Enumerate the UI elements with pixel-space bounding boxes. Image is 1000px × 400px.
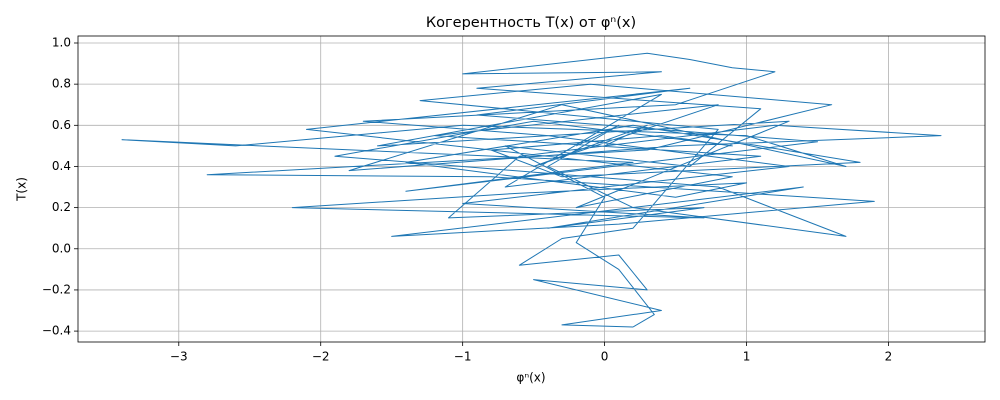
x-tick-label: 1 [743, 350, 751, 364]
x-tick-label: 0 [601, 350, 609, 364]
y-tick-label: 0.6 [52, 118, 71, 132]
x-tick-label: −1 [454, 350, 472, 364]
x-axis-label: φⁿ(x) [516, 371, 545, 385]
y-tick-label: 0.2 [52, 200, 71, 214]
y-tick-label: 1.0 [52, 35, 71, 49]
y-axis-label: T(x) [15, 177, 29, 202]
x-tick-label: 2 [885, 350, 893, 364]
x-tick-label: −2 [312, 350, 330, 364]
data-line [121, 52, 942, 328]
x-tick-label: −3 [170, 350, 188, 364]
y-tick-label: −0.2 [42, 282, 71, 296]
y-tick-label: −0.4 [42, 324, 71, 338]
chart-title: Когерентность T(x) от φⁿ(x) [426, 15, 636, 31]
axes-frame [77, 35, 986, 343]
y-tick-label: 0.4 [52, 159, 71, 173]
y-tick-label: 0.0 [52, 241, 71, 255]
y-tick-label: 0.8 [52, 77, 71, 91]
